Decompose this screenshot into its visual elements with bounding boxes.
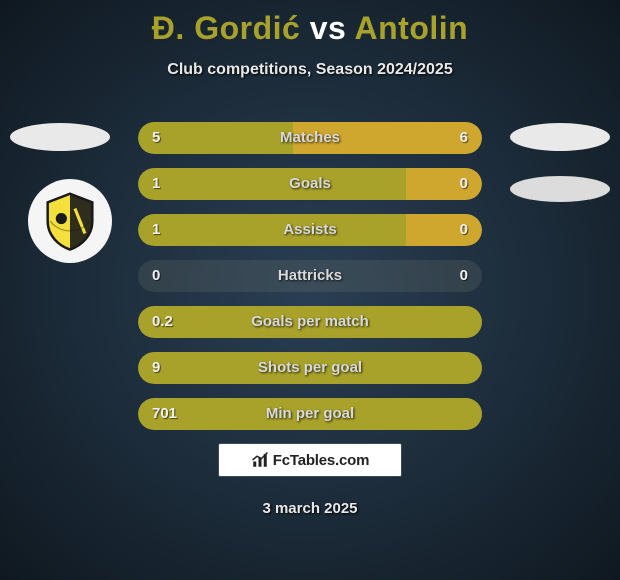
title-vs: vs — [310, 10, 347, 46]
shield-icon — [39, 190, 101, 252]
avatar-slot-player2 — [510, 123, 610, 151]
stat-row-min-per-goal: 701 Min per goal — [138, 398, 482, 430]
stats-container: 5 Matches 6 1 Goals 0 1 Assists 0 0 Hatt… — [138, 122, 482, 444]
footer-brand-text: FcTables.com — [273, 452, 370, 469]
footer-brand-box[interactable]: FcTables.com — [218, 443, 402, 477]
stat-row-matches: 5 Matches 6 — [138, 122, 482, 154]
bar-chart-icon — [251, 451, 269, 469]
stat-row-goals: 1 Goals 0 — [138, 168, 482, 200]
stat-value-right: 0 — [460, 168, 468, 200]
stat-label: Hattricks — [138, 260, 482, 292]
stat-label: Assists — [138, 214, 482, 246]
stat-row-assists: 1 Assists 0 — [138, 214, 482, 246]
stat-label: Shots per goal — [138, 352, 482, 384]
date-text: 3 march 2025 — [0, 500, 620, 517]
stat-label: Matches — [138, 122, 482, 154]
subtitle: Club competitions, Season 2024/2025 — [0, 61, 620, 79]
stat-row-hattricks: 0 Hattricks 0 — [138, 260, 482, 292]
avatar-slot-player2-club — [510, 176, 610, 202]
title-player2: Antolin — [355, 10, 469, 46]
stat-value-right: 0 — [460, 260, 468, 292]
stat-value-right: 0 — [460, 214, 468, 246]
stat-label: Goals — [138, 168, 482, 200]
club-badge — [28, 179, 112, 263]
stat-label: Goals per match — [138, 306, 482, 338]
title-player1: Đ. Gordić — [152, 10, 301, 46]
page-title: Đ. Gordić vs Antolin — [0, 0, 620, 47]
stat-label: Min per goal — [138, 398, 482, 430]
stat-row-goals-per-match: 0.2 Goals per match — [138, 306, 482, 338]
stat-value-right: 6 — [460, 122, 468, 154]
stat-row-shots-per-goal: 9 Shots per goal — [138, 352, 482, 384]
avatar-slot-player1 — [10, 123, 110, 151]
